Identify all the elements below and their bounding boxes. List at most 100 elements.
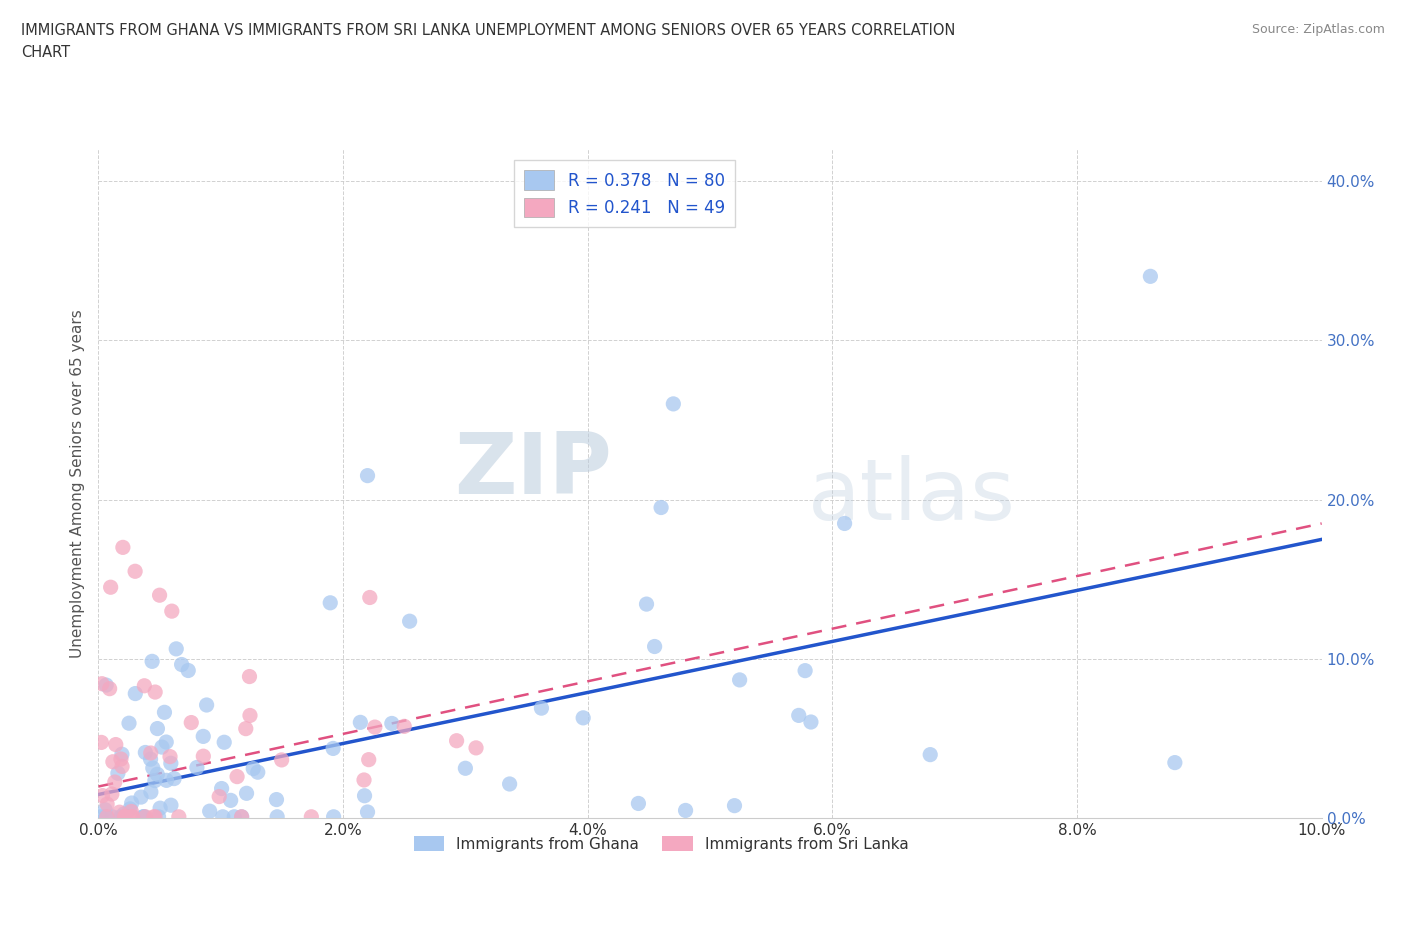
Point — [231, 809, 253, 824]
Point — [139, 746, 162, 761]
Point — [134, 678, 156, 693]
Point — [112, 806, 135, 821]
Point — [465, 740, 488, 755]
Point — [143, 773, 166, 788]
Point — [627, 796, 650, 811]
Point — [132, 809, 155, 824]
Point — [94, 809, 117, 824]
Point — [155, 735, 177, 750]
Point — [114, 809, 136, 824]
Text: atlas: atlas — [808, 456, 1017, 538]
Point — [322, 809, 344, 824]
Point — [170, 658, 193, 672]
Point — [114, 809, 136, 824]
Point — [356, 804, 378, 819]
Point — [107, 765, 129, 780]
Point — [349, 715, 371, 730]
Point — [392, 719, 416, 734]
Point — [96, 797, 118, 812]
Point — [142, 761, 165, 776]
Point — [208, 790, 231, 804]
Point — [121, 809, 143, 824]
Point — [723, 798, 745, 813]
Point — [111, 747, 134, 762]
Point — [146, 721, 169, 736]
Text: ZIP: ZIP — [454, 429, 612, 512]
Point — [108, 804, 131, 819]
Point — [124, 564, 146, 578]
Point — [353, 773, 375, 788]
Point — [662, 396, 685, 411]
Point — [800, 714, 823, 729]
Point — [132, 809, 155, 824]
Point — [120, 804, 142, 819]
Point — [150, 739, 173, 754]
Point — [94, 803, 117, 817]
Point — [163, 771, 186, 786]
Point — [90, 676, 112, 691]
Point — [129, 790, 152, 804]
Point — [186, 760, 208, 775]
Point — [1139, 269, 1161, 284]
Point — [572, 711, 595, 725]
Point — [111, 540, 134, 555]
Point — [787, 708, 810, 723]
Point — [148, 809, 170, 824]
Point — [91, 788, 114, 803]
Point — [198, 804, 221, 818]
Text: Source: ZipAtlas.com: Source: ZipAtlas.com — [1251, 23, 1385, 36]
Point — [90, 809, 112, 824]
Point — [364, 720, 387, 735]
Point — [114, 809, 136, 824]
Point — [141, 654, 163, 669]
Point — [110, 809, 132, 824]
Point — [110, 751, 132, 766]
Point — [1164, 755, 1187, 770]
Point — [193, 729, 215, 744]
Point — [101, 787, 124, 802]
Point — [357, 752, 380, 767]
Point — [359, 590, 381, 604]
Legend: Immigrants from Ghana, Immigrants from Sri Lanka: Immigrants from Ghana, Immigrants from S… — [408, 830, 915, 857]
Point — [242, 761, 264, 776]
Point — [834, 516, 856, 531]
Point — [101, 754, 124, 769]
Point — [160, 798, 183, 813]
Point — [266, 792, 288, 807]
Point — [143, 809, 166, 824]
Point — [728, 672, 751, 687]
Point — [226, 769, 249, 784]
Point — [159, 750, 181, 764]
Point — [96, 809, 118, 824]
Point — [118, 802, 141, 817]
Point — [104, 737, 127, 752]
Point — [160, 756, 183, 771]
Point — [219, 793, 242, 808]
Point — [195, 698, 218, 712]
Point — [246, 764, 269, 779]
Point — [235, 721, 257, 736]
Point — [121, 795, 143, 810]
Point — [101, 809, 124, 824]
Point — [142, 809, 165, 824]
Point — [211, 809, 233, 824]
Point — [139, 785, 162, 800]
Point — [177, 663, 200, 678]
Point — [180, 715, 202, 730]
Point — [153, 705, 176, 720]
Point — [454, 761, 477, 776]
Point — [224, 809, 246, 824]
Point — [353, 789, 375, 804]
Point — [193, 749, 215, 764]
Point — [104, 775, 127, 790]
Point — [134, 809, 156, 824]
Point — [381, 716, 404, 731]
Point — [98, 682, 121, 697]
Point — [398, 614, 420, 629]
Point — [238, 669, 260, 684]
Point — [134, 745, 156, 760]
Point — [498, 777, 520, 791]
Point — [356, 468, 378, 483]
Point — [266, 809, 288, 824]
Point — [139, 751, 162, 766]
